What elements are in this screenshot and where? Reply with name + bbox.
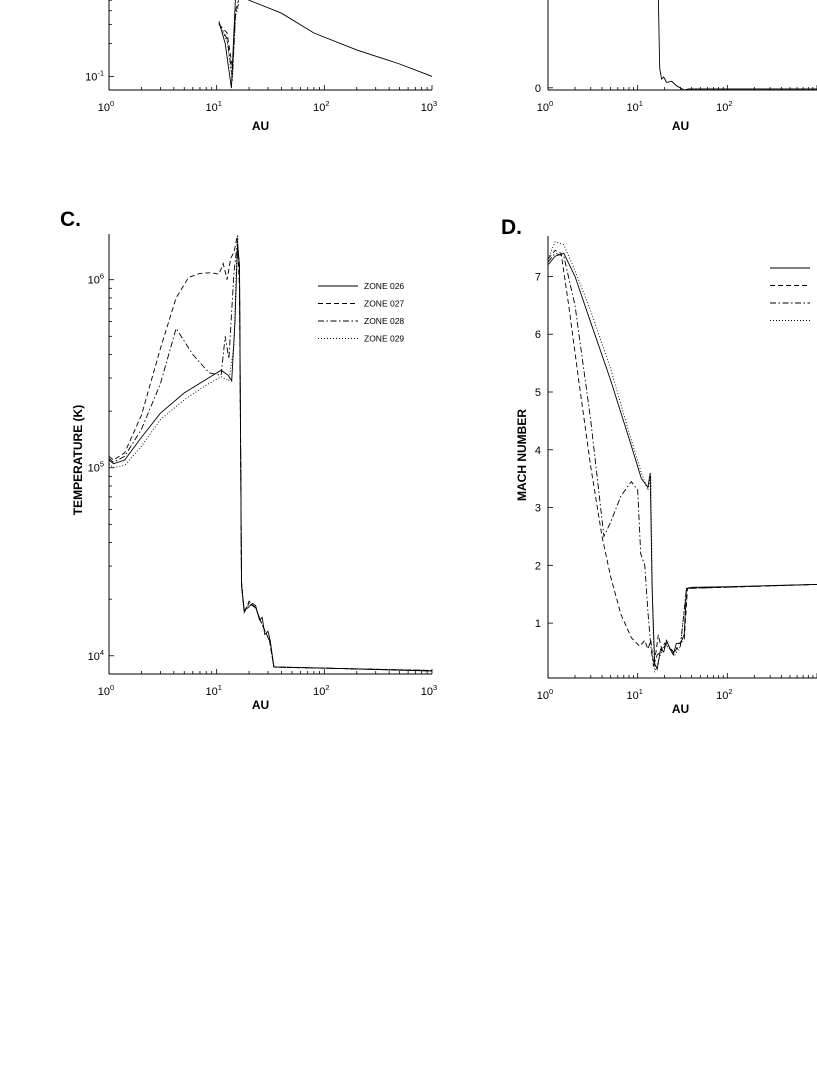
panel-d: 100 101 102 1 2 3 4 5 6 7 AU MACH NUMBER bbox=[515, 236, 817, 716]
y-axis-label: MACH NUMBER bbox=[515, 409, 529, 501]
series-line-3 bbox=[218, 3, 240, 77]
x-axis-label: AU bbox=[252, 698, 269, 712]
series-line-3 bbox=[548, 252, 817, 667]
x-tick-label: 103 bbox=[421, 99, 437, 114]
y-tick-label: 1 bbox=[535, 618, 541, 630]
panel-c-label: C. bbox=[60, 208, 81, 231]
x-tick-label: 101 bbox=[626, 687, 642, 702]
y-tick-label: 104 bbox=[88, 648, 104, 663]
y-tick-label: 6 bbox=[535, 329, 541, 341]
series-line-2 bbox=[109, 236, 432, 671]
series-line-1 bbox=[657, 0, 817, 90]
panel-a: 100 101 102 103 10-1 AU bbox=[85, 0, 437, 133]
x-tick-label: 102 bbox=[716, 687, 732, 702]
y-tick-label: 5 bbox=[535, 387, 541, 399]
series-line-4 bbox=[218, 6, 240, 82]
x-axis-label: AU bbox=[672, 119, 689, 133]
x-tick-label: 100 bbox=[98, 99, 114, 114]
y-axis-label: TEMPERATURE (K) bbox=[71, 405, 85, 515]
series-line-1 bbox=[548, 252, 817, 671]
x-tick-label: 102 bbox=[313, 99, 329, 114]
y-tick-label: 0 bbox=[535, 83, 541, 95]
legend-label: ZONE 029 bbox=[364, 334, 404, 344]
x-axis-label: AU bbox=[672, 702, 689, 716]
series-line-2 bbox=[548, 249, 817, 664]
x-tick-label: 101 bbox=[205, 99, 221, 114]
panel-d-label: D. bbox=[501, 216, 522, 239]
x-tick-label: 102 bbox=[716, 99, 732, 114]
y-tick-label: 7 bbox=[535, 271, 541, 283]
series-line-2 bbox=[218, 0, 240, 68]
series-line-1 bbox=[218, 0, 432, 89]
x-tick-label: 100 bbox=[537, 687, 553, 702]
legend-label: ZONE 027 bbox=[364, 299, 404, 309]
x-tick-label: 100 bbox=[537, 99, 553, 114]
y-tick-label: 106 bbox=[88, 272, 104, 287]
series-line-4 bbox=[109, 234, 432, 671]
x-tick-label: 100 bbox=[98, 683, 114, 698]
series-line-4 bbox=[548, 241, 817, 673]
panel-c: 100 101 102 103 104 105 106 AU TEMPERATURE (K) ZO… bbox=[71, 234, 437, 712]
legend-label: ZONE 026 bbox=[364, 281, 404, 291]
x-tick-label: 101 bbox=[205, 683, 221, 698]
x-tick-label: 103 bbox=[421, 683, 437, 698]
y-tick-label: 4 bbox=[535, 445, 541, 457]
x-tick-label: 101 bbox=[626, 99, 642, 114]
y-tick-label: 10-1 bbox=[85, 68, 104, 83]
panel-b: 100 101 102 0 AU bbox=[535, 0, 817, 133]
legend-label: ZONE 028 bbox=[364, 316, 404, 326]
y-tick-label: 3 bbox=[535, 503, 541, 515]
x-axis-label: AU bbox=[252, 119, 269, 133]
series-line-3 bbox=[109, 241, 432, 671]
y-tick-label: 2 bbox=[535, 560, 541, 572]
x-tick-label: 102 bbox=[313, 683, 329, 698]
y-tick-label: 105 bbox=[88, 460, 104, 475]
